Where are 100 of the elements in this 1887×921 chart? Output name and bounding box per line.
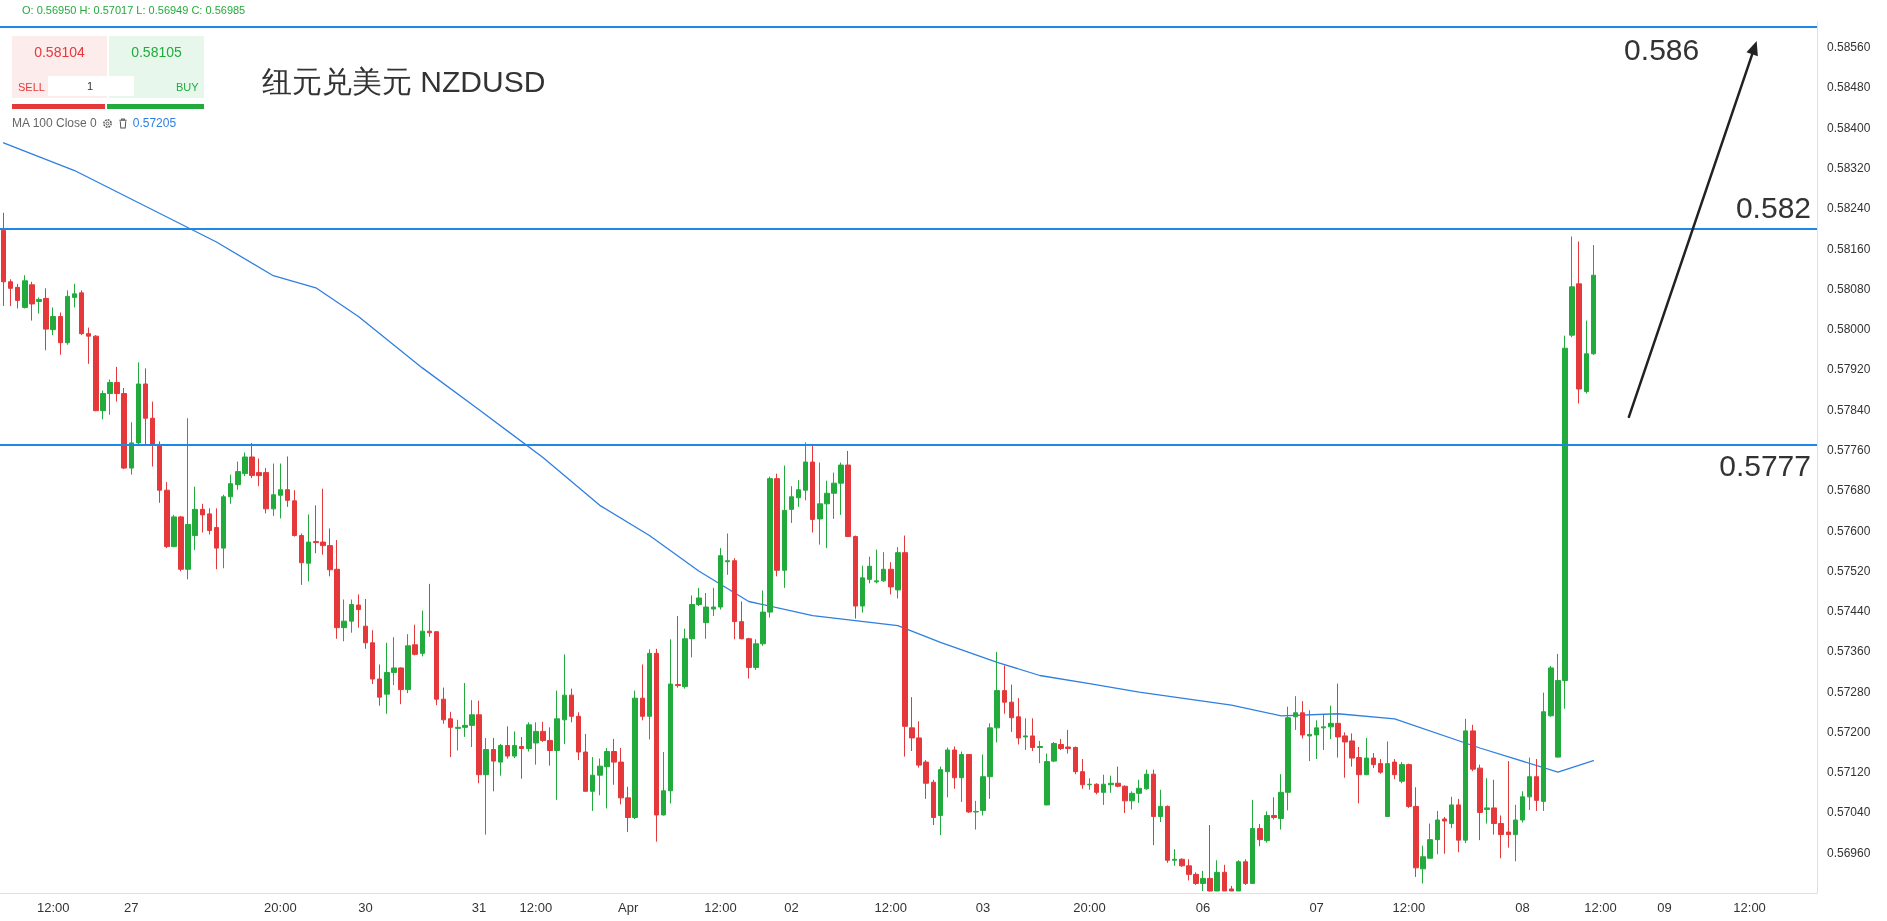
text: O: 0.56950 H: 0.57017 L: 0.56949 C: 0.56985	[22, 4, 246, 16]
candlestick	[171, 514, 177, 548]
candlestick	[129, 421, 134, 476]
candlestick	[93, 334, 99, 412]
candlestick	[1569, 235, 1575, 338]
candlestick	[1506, 760, 1511, 849]
annotation: 0.57205	[132, 116, 177, 130]
candlestick	[448, 711, 453, 758]
candlestick	[796, 479, 801, 508]
y-tick-label: 0.57520	[1827, 563, 1871, 578]
x-tick-label: 20:00	[1073, 900, 1106, 915]
candlestick	[1385, 740, 1390, 817]
candlestick	[1534, 758, 1539, 812]
candlestick	[668, 638, 673, 804]
x-tick-label: 06	[1195, 900, 1211, 915]
x-tick-label: 12:00	[1392, 900, 1426, 915]
candlestick	[86, 327, 91, 365]
candlestick	[1513, 804, 1518, 862]
candlestick	[8, 278, 13, 307]
candlestick	[1, 212, 6, 307]
candlestick	[1200, 870, 1206, 892]
candlestick	[590, 756, 595, 812]
candlestick	[434, 630, 439, 706]
candlestick	[1009, 684, 1014, 733]
candlestick	[554, 690, 560, 801]
candlestick	[1399, 761, 1405, 784]
candlestick	[207, 507, 212, 536]
candlestick	[1264, 810, 1270, 844]
candlestick	[1214, 859, 1220, 892]
candlestick	[782, 465, 787, 589]
candlestick	[931, 779, 936, 826]
candlestick	[377, 663, 382, 707]
candlestick	[441, 687, 446, 725]
candlestick	[1016, 697, 1021, 745]
candlestick	[789, 485, 794, 524]
candlestick	[1037, 740, 1043, 764]
candlestick	[1307, 709, 1312, 762]
candlestick	[1002, 664, 1007, 715]
candlestick	[1030, 717, 1035, 752]
candlestick	[178, 515, 184, 572]
candlestick	[1392, 758, 1397, 780]
candlestick	[1484, 777, 1490, 825]
line-series	[2, 142, 1595, 773]
candlestick	[157, 440, 162, 504]
candlestick	[640, 663, 645, 721]
candlestick	[888, 561, 894, 595]
x-tick-label: 27	[124, 900, 139, 915]
candlestick	[703, 592, 709, 640]
candlestick	[1328, 705, 1334, 740]
candlestick	[1094, 782, 1099, 795]
ref-line-label: 0.5777	[1719, 449, 1811, 483]
candlestick	[853, 535, 858, 620]
candlestick	[1271, 796, 1277, 820]
x-tick-label: Apr	[618, 900, 639, 915]
candlestick	[412, 624, 418, 656]
candlestick	[363, 598, 368, 650]
candlestick	[150, 401, 155, 468]
candlestick	[675, 615, 681, 689]
candlestick	[1229, 885, 1234, 892]
candlestick	[860, 565, 865, 614]
candlestick	[945, 747, 950, 798]
candlestick	[1080, 758, 1085, 790]
candlestick	[746, 637, 752, 680]
candlestick	[1321, 714, 1326, 751]
candlestick	[349, 598, 354, 634]
candlestick	[221, 494, 226, 569]
candlestick	[774, 473, 780, 577]
candlestick	[29, 281, 35, 322]
x-tick-label: 31	[471, 900, 487, 915]
candlestick	[1449, 796, 1454, 829]
text: 纽元兑美元 NZDUSD	[262, 64, 546, 100]
candlestick	[1207, 824, 1213, 892]
x-tick-label: 12:00	[874, 900, 908, 915]
candlestick	[647, 648, 652, 740]
candlestick	[1442, 816, 1447, 855]
candlestick	[72, 283, 77, 308]
candlestick	[341, 598, 347, 642]
candlestick	[810, 443, 815, 534]
candlestick	[1250, 799, 1255, 885]
candlestick	[505, 725, 510, 760]
candlestick	[1293, 695, 1298, 731]
candlestick	[398, 666, 404, 705]
candlestick	[491, 737, 496, 792]
candlestick	[1300, 700, 1305, 739]
candlestick	[1520, 790, 1525, 824]
candlestick	[952, 745, 957, 790]
candlestick	[1314, 719, 1319, 760]
y-tick-label: 0.57360	[1827, 644, 1871, 659]
candlestick	[803, 441, 808, 501]
candlestick	[299, 533, 304, 586]
candlestick	[15, 283, 20, 309]
annotation: 1	[87, 80, 94, 92]
candlestick	[632, 690, 638, 820]
candlestick	[1257, 823, 1263, 847]
candlestick	[306, 513, 311, 582]
x-tick-label: 12:00	[1584, 900, 1617, 915]
candlestick	[1101, 774, 1106, 806]
candlestick	[22, 274, 28, 309]
candlestick	[874, 549, 879, 584]
candlestick	[1151, 769, 1156, 846]
